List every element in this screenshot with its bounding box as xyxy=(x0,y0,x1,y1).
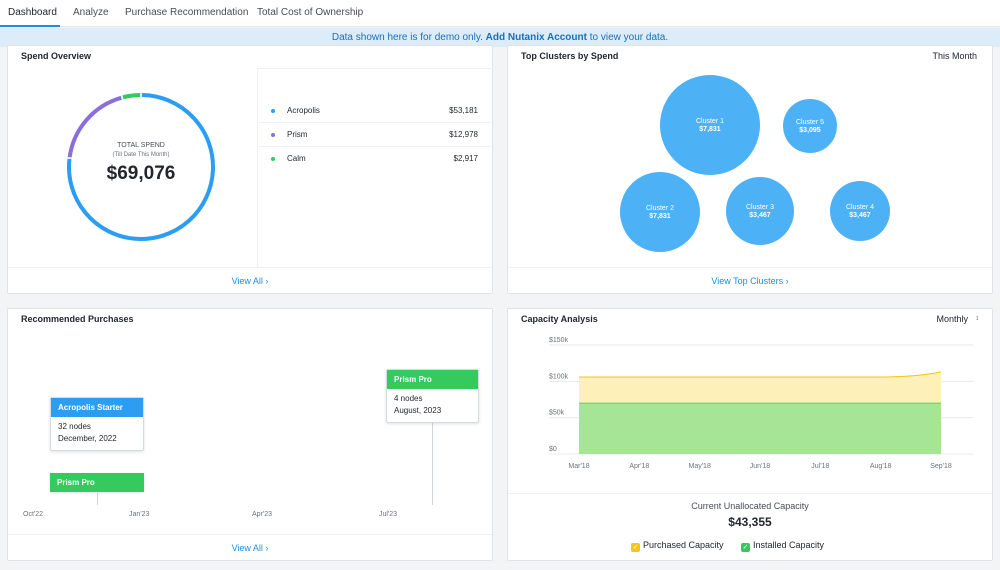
period-sort-icon[interactable]: ↕ xyxy=(975,315,980,322)
cluster-bubble[interactable]: Cluster 1 $7,831 xyxy=(660,75,760,175)
checkbox-icon[interactable]: ✓ xyxy=(741,543,750,552)
x-tick-label: Sep'18 xyxy=(930,463,952,470)
banner-text: Data shown here is for demo only. xyxy=(331,32,483,43)
x-tick-label: Apr'18 xyxy=(629,463,649,470)
cluster-name: Cluster 2 xyxy=(645,205,674,212)
cluster-value: $7,831 xyxy=(699,126,721,133)
top-clusters-title: Top Clusters by Spend xyxy=(521,51,619,61)
timeline-connector xyxy=(97,493,98,505)
total-spend-label: TOTAL SPEND xyxy=(117,142,165,149)
x-tick-label: Aug'18 xyxy=(870,463,892,470)
tab-total-cost-of-ownership[interactable]: Total Cost of Ownership xyxy=(257,7,364,18)
calm-dot xyxy=(271,157,275,161)
timeline-axis-label: Oct'22 xyxy=(23,511,44,518)
timeline-axis-label: Jan'23 xyxy=(129,511,150,518)
recommendation-product: Acropolis Starter xyxy=(51,398,143,417)
recommendation-nodes: 4 nodes xyxy=(394,394,423,403)
recommendation-nodes: 32 nodes xyxy=(58,422,91,431)
spend-item-value: $2,917 xyxy=(453,154,478,163)
clusters-period: This Month xyxy=(932,51,977,61)
recommendation-date: August, 2023 xyxy=(394,406,442,415)
spend-donut-chart xyxy=(67,93,215,241)
recommended-view-all-link[interactable]: View All › xyxy=(8,534,492,560)
banner-suffix: to view your data. xyxy=(589,32,669,43)
top-clusters-card: Top Clusters by Spend This Month Cluster… xyxy=(507,45,993,294)
recommendation-card[interactable]: Prism Pro 4 nodes August, 2023 xyxy=(386,369,479,423)
cluster-bubble[interactable]: Cluster 3 $3,467 xyxy=(726,177,794,245)
capacity-divider xyxy=(508,493,992,494)
recommended-purchases-title: Recommended Purchases xyxy=(21,314,134,324)
cluster-bubble[interactable]: Cluster 2 $7,831 xyxy=(620,172,700,252)
donut-segment xyxy=(67,95,122,158)
installed-capacity-legend[interactable]: ✓ Installed Capacity xyxy=(741,540,824,552)
add-account-link[interactable]: Add Nutanix Account xyxy=(485,32,587,43)
capacity-period-select[interactable]: Monthly xyxy=(936,314,968,324)
spend-overview-card: Spend Overview TOTAL SPEND (Till Date Th… xyxy=(7,45,493,294)
cluster-name: Cluster 5 xyxy=(795,119,824,126)
recommendation-card[interactable]: Acropolis Starter 32 nodes December, 202… xyxy=(50,397,144,451)
cluster-value: $7,831 xyxy=(649,213,671,220)
purchased-capacity-line xyxy=(579,371,942,378)
spend-overview-title: Spend Overview xyxy=(21,51,92,61)
tab-dashboard[interactable]: Dashboard xyxy=(8,7,57,18)
active-tab-indicator xyxy=(0,25,60,27)
cluster-value: $3,467 xyxy=(849,212,871,219)
donut-segment xyxy=(122,93,141,100)
recommendation-product: Prism Pro xyxy=(387,370,478,389)
y-tick-label: $0 xyxy=(549,446,557,453)
cluster-name: Cluster 4 xyxy=(845,204,874,211)
x-tick-label: Jun'18 xyxy=(750,463,771,470)
y-tick-label: $50k xyxy=(549,410,565,417)
installed-capacity-label: Installed Capacity xyxy=(753,540,825,550)
x-tick-label: Jul'18 xyxy=(811,463,829,470)
spend-item-name: Prism xyxy=(287,130,308,139)
capacity-analysis-title: Capacity Analysis xyxy=(521,314,598,324)
total-spend-sublabel: (Till Date This Month) xyxy=(112,152,170,158)
demo-banner: Data shown here is for demo only. Add Nu… xyxy=(0,28,1000,47)
spend-item-name: Calm xyxy=(287,154,306,163)
cluster-bubble[interactable]: Cluster 5 $3,095 xyxy=(783,99,837,153)
timeline-connector xyxy=(432,421,433,505)
checkbox-icon[interactable]: ✓ xyxy=(631,543,640,552)
recommended-purchases-card: Recommended Purchases Acropolis Starter … xyxy=(7,308,493,561)
spend-legend-row: Acropolis $53,181 xyxy=(259,99,491,123)
acropolis-dot xyxy=(271,109,275,113)
tab-analyze[interactable]: Analyze xyxy=(73,7,109,18)
spend-legend-row: Prism $12,978 xyxy=(259,123,491,147)
installed-capacity-area xyxy=(579,403,941,454)
recommendation-date: December, 2022 xyxy=(58,434,117,443)
spend-legend-top-border xyxy=(258,68,493,69)
y-tick-label: $150k xyxy=(549,337,569,344)
cluster-name: Cluster 3 xyxy=(745,204,774,211)
view-top-clusters-link[interactable]: View Top Clusters › xyxy=(508,267,992,293)
spend-view-all-link[interactable]: View All › xyxy=(8,267,492,293)
total-spend-value: $69,076 xyxy=(106,163,176,184)
x-tick-label: Mar'18 xyxy=(568,463,589,470)
donut-segment xyxy=(67,93,215,241)
y-tick-label: $100k xyxy=(549,373,569,380)
timeline-axis-label: Jul'23 xyxy=(379,511,398,518)
x-tick-label: May'18 xyxy=(688,463,710,470)
cluster-value: $3,095 xyxy=(799,127,821,134)
top-tabs: Dashboard Analyze Purchase Recommendatio… xyxy=(0,0,1000,27)
capacity-area-chart: $0 $50k $100k $150k Mar'18 Apr'18 May'18 Jun'18… xyxy=(549,337,973,470)
unallocated-capacity-label: Current Unallocated Capacity xyxy=(691,501,809,511)
prism-dot xyxy=(271,133,275,137)
spend-item-value: $12,978 xyxy=(449,130,478,139)
cluster-name: Cluster 1 xyxy=(695,118,724,125)
spend-legend-row: Calm $2,917 xyxy=(259,147,491,171)
purchased-capacity-label: Purchased Capacity xyxy=(643,540,724,550)
cluster-value: $3,467 xyxy=(749,212,771,219)
unallocated-capacity-value: $43,355 xyxy=(728,515,772,529)
timeline-axis-label: Apr'23 xyxy=(252,511,273,518)
spend-divider xyxy=(257,68,258,268)
purchased-capacity-legend[interactable]: ✓ Purchased Capacity xyxy=(631,540,724,552)
tab-purchase-recommendation[interactable]: Purchase Recommendation xyxy=(125,7,249,18)
recommendation-card[interactable]: Prism Pro xyxy=(50,473,144,492)
spend-item-value: $53,181 xyxy=(449,106,478,115)
recommendation-product: Prism Pro xyxy=(50,473,144,492)
capacity-analysis-card: Capacity Analysis Monthly ↕ $0 $50k $100k $… xyxy=(507,308,993,561)
cluster-bubble[interactable]: Cluster 4 $3,467 xyxy=(830,181,890,241)
spend-item-name: Acropolis xyxy=(287,106,320,115)
